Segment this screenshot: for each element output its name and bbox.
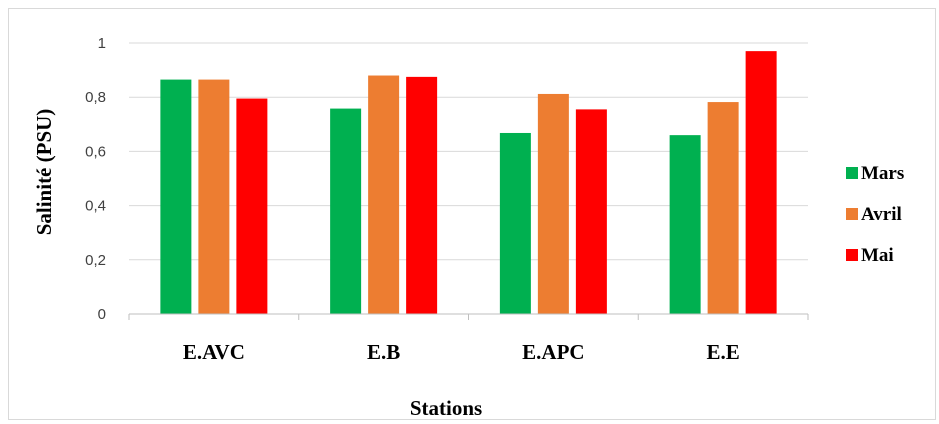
gridlines (129, 42, 808, 261)
bar-mai-eb (406, 76, 438, 314)
y-tick-label: 1 (98, 35, 106, 52)
y-tick-label: 0,2 (85, 252, 106, 269)
bar-mars-ee (669, 135, 701, 314)
bar-mai-eapc (575, 109, 607, 315)
axes: 0 0,2 0,4 0,6 0,8 1 E.AVC E.B E.APC E.E (85, 35, 809, 364)
x-category-label: E.E (706, 340, 739, 364)
bar-mars-eb (330, 108, 362, 314)
y-tick-label: 0 (98, 306, 106, 323)
y-tick-label: 0,4 (85, 198, 106, 215)
bar-avril-eapc (537, 93, 569, 314)
y-tick-label: 0,6 (85, 143, 106, 160)
y-axis-title: Salinité (PSU) (32, 109, 56, 236)
bars (160, 51, 777, 315)
x-axis-title: Stations (410, 396, 482, 419)
bar-avril-eb (368, 75, 400, 315)
legend-swatch-avril (846, 208, 858, 220)
bar-mai-eavc (236, 98, 268, 315)
legend-label-avril: Avril (861, 204, 902, 225)
bar-avril-ee (707, 102, 739, 314)
bar-mars-eapc (499, 132, 531, 314)
legend: Mars Avril Mai (846, 163, 904, 266)
bar-chart: 0 0,2 0,4 0,6 0,8 1 E.AVC E.B E.APC E.E Salinité … (32, 35, 904, 420)
bar-mars-eavc (160, 79, 192, 315)
legend-label-mars: Mars (861, 163, 904, 184)
y-tick-label: 0,8 (85, 89, 106, 106)
chart-frame: 0 0,2 0,4 0,6 0,8 1 E.AVC E.B E.APC E.E Salinité … (8, 8, 936, 420)
bar-mai-ee (745, 51, 777, 314)
x-category-label: E.B (367, 340, 400, 364)
bar-avril-eavc (198, 79, 230, 315)
x-category-label: E.APC (522, 340, 584, 364)
legend-swatch-mai (846, 249, 858, 261)
x-category-label: E.AVC (183, 340, 245, 364)
legend-swatch-mars (846, 167, 858, 179)
legend-label-mai: Mai (861, 245, 894, 266)
